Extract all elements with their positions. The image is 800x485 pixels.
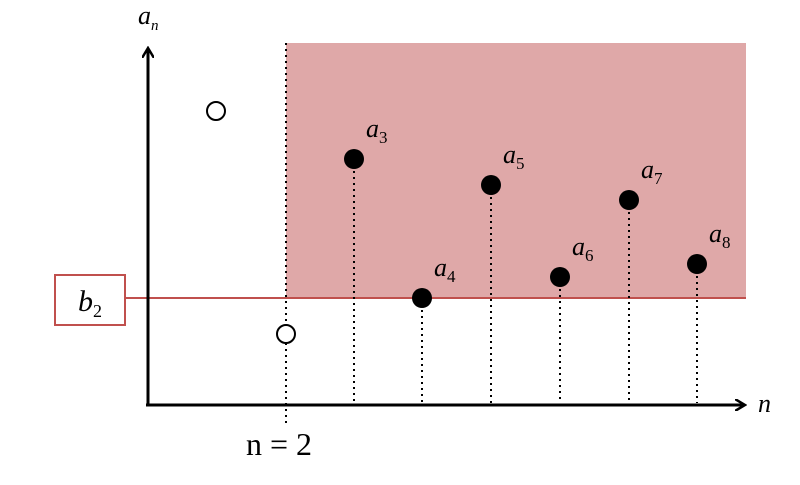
point-label-sub: 6: [585, 246, 594, 265]
point-label: a8: [709, 219, 731, 252]
point: [344, 149, 364, 169]
point-label-base: a: [709, 219, 722, 248]
y-axis-label-sub: n: [151, 18, 159, 34]
point-label: a7: [641, 155, 663, 188]
point-label-base: a: [434, 253, 447, 282]
bound-box: [54, 274, 126, 326]
open-point: [276, 324, 296, 344]
point: [619, 190, 639, 210]
open-point: [206, 101, 226, 121]
point: [412, 288, 432, 308]
point-label-sub: 3: [379, 128, 388, 147]
point: [687, 254, 707, 274]
y-axis-label-base: a: [138, 1, 151, 30]
point-label: a4: [434, 253, 456, 286]
point-label: a6: [572, 232, 594, 265]
point: [481, 175, 501, 195]
point: [550, 267, 570, 287]
point-label: a3: [366, 114, 388, 147]
point-label-sub: 5: [516, 154, 525, 173]
marker-label: n = 2: [246, 426, 312, 462]
y-axis-label: an: [138, 1, 159, 34]
point-label-base: a: [366, 114, 379, 143]
bound-label: b2: [78, 285, 102, 321]
bound-label-sub: 2: [93, 301, 102, 321]
x-axis-label: n: [758, 389, 771, 418]
point-label-base: a: [641, 155, 654, 184]
bound-label-base: b: [78, 285, 93, 318]
shaded-region: [286, 43, 746, 298]
point-label: a5: [503, 140, 525, 173]
point-label-base: a: [572, 232, 585, 261]
point-label-sub: 8: [722, 233, 731, 252]
point-label-sub: 7: [654, 169, 663, 188]
point-label-base: a: [503, 140, 516, 169]
point-label-sub: 4: [447, 267, 456, 286]
